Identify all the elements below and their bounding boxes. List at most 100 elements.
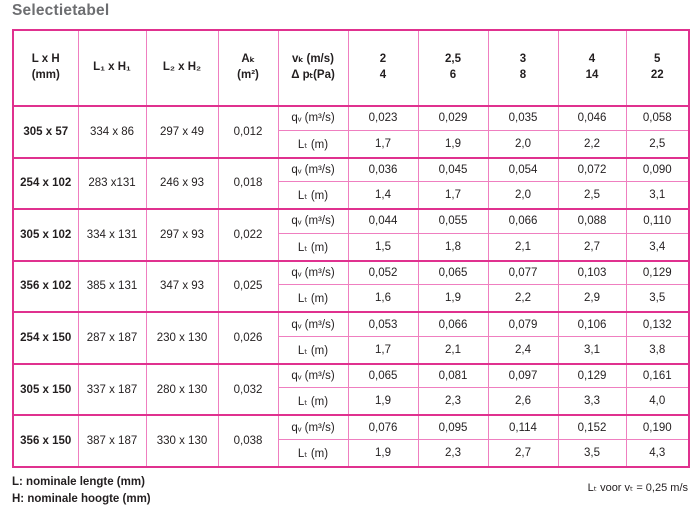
cell-qv-value: 0,065 <box>347 362 419 389</box>
cell-dim1: 287 x 187 <box>77 311 147 365</box>
cell-lt-value: 2,0 <box>487 129 559 159</box>
header-dpt: Δ pₜ(Pa) <box>291 69 335 81</box>
cell-lt-value: 1,7 <box>347 335 419 365</box>
cell-dim2: 280 x 130 <box>145 362 219 416</box>
header-vk-value-2: 2,5 <box>445 53 461 66</box>
header-dim2: L₂ x H₂ <box>145 29 219 107</box>
cell-lt-value: 3,4 <box>625 232 690 262</box>
footnote-height: H: nominale hoogte (mm) <box>12 492 151 505</box>
selection-table: L x H (mm) L₁ x H₁ L₂ x H₂ Aₖ (m²) vₖ (m/s) Δ p… <box>12 29 690 468</box>
cell-row-label-qv: qᵥ (m³/s) <box>277 259 349 286</box>
cell-qv-value: 0,110 <box>625 208 690 234</box>
cell-size: 356 x 102 <box>12 259 79 313</box>
cell-ak: 0,025 <box>217 259 279 313</box>
cell-lt-value: 1,9 <box>347 439 419 468</box>
cell-lt-value: 2,5 <box>557 181 627 210</box>
cell-qv-value: 0,072 <box>557 156 627 183</box>
table-row: Lₜ (m) 1,7 1,9 2,0 2,2 2,5 <box>13 129 690 159</box>
lt-reference-note: Lₜ voor vₜ = 0,25 m/s <box>587 482 688 494</box>
header-data-column-2: 2,5 6 <box>417 29 489 107</box>
cell-qv-value: 0,066 <box>487 208 559 234</box>
cell-qv-value: 0,114 <box>487 414 559 441</box>
cell-lt-value: 2,2 <box>487 284 559 313</box>
footnotes: L: nominale lengte (mm) H: nominale hoog… <box>12 474 151 507</box>
page-title: Selectietabel <box>12 2 110 19</box>
cell-qv-value: 0,129 <box>557 362 627 389</box>
cell-lt-value: 2,0 <box>487 181 559 210</box>
cell-ak: 0,026 <box>217 311 279 365</box>
cell-lt-value: 1,5 <box>347 232 419 262</box>
cell-qv-value: 0,066 <box>417 311 489 337</box>
cell-row-label-qv: qᵥ (m³/s) <box>277 156 349 183</box>
header-vk-value-3: 3 <box>519 53 527 66</box>
cell-dim2: 297 x 49 <box>145 105 219 159</box>
cell-qv-value: 0,079 <box>487 311 559 337</box>
header-vk-value-1: 2 <box>379 53 387 66</box>
cell-ak: 0,022 <box>217 208 279 262</box>
table-row: Lₜ (m) 1,7 2,1 2,4 3,1 3,8 <box>13 335 690 365</box>
cell-lt-value: 2,7 <box>487 439 559 468</box>
cell-qv-value: 0,077 <box>487 259 559 286</box>
cell-lt-value: 2,4 <box>487 335 559 365</box>
cell-row-label-qv: qᵥ (m³/s) <box>277 208 349 234</box>
header-vk-value-4: 4 <box>588 53 596 66</box>
cell-lt-value: 4,0 <box>625 387 690 416</box>
cell-dim1: 283 x131 <box>77 156 147 210</box>
cell-qv-value: 0,161 <box>625 362 690 389</box>
cell-qv-value: 0,152 <box>557 414 627 441</box>
cell-lt-value: 3,3 <box>557 387 627 416</box>
cell-lt-value: 1,7 <box>347 129 419 159</box>
table-row: Lₜ (m) 1,5 1,8 2,1 2,7 3,4 <box>13 232 690 262</box>
cell-size: 305 x 57 <box>12 105 79 159</box>
cell-qv-value: 0,090 <box>625 156 690 183</box>
header-dpt-value-2: 6 <box>449 69 457 81</box>
cell-dim1: 387 x 187 <box>77 414 147 468</box>
cell-lt-value: 4,3 <box>625 439 690 468</box>
header-ak-line1: Aₖ <box>241 53 255 66</box>
header-ak: Aₖ (m²) <box>217 29 279 107</box>
table-row: 254 x 150 287 x 187 230 x 130 0,026 qᵥ (m³/s… <box>12 311 690 365</box>
cell-qv-value: 0,076 <box>347 414 419 441</box>
header-dpt-value-4: 14 <box>585 69 599 81</box>
cell-qv-value: 0,129 <box>625 259 690 286</box>
cell-qv-value: 0,023 <box>347 104 419 131</box>
header-data-column-4: 4 14 <box>557 29 627 107</box>
table-row: Lₜ (m) 1,9 2,3 2,7 3,5 4,3 <box>13 439 690 468</box>
cell-size: 254 x 102 <box>12 156 79 210</box>
cell-dim1: 334 x 86 <box>77 105 147 159</box>
cell-row-label-qv: qᵥ (m³/s) <box>277 362 349 389</box>
cell-qv-value: 0,190 <box>625 414 690 441</box>
cell-lt-value: 2,6 <box>487 387 559 416</box>
cell-dim2: 230 x 130 <box>145 311 219 365</box>
cell-lt-value: 2,1 <box>417 335 489 365</box>
cell-lt-value: 3,1 <box>557 335 627 365</box>
selection-table-container: L x H (mm) L₁ x H₁ L₂ x H₂ Aₖ (m²) vₖ (m/s) Δ p… <box>12 29 690 468</box>
cell-lt-value: 3,8 <box>625 335 690 365</box>
cell-qv-value: 0,029 <box>417 104 489 131</box>
cell-qv-value: 0,095 <box>417 414 489 441</box>
cell-lt-value: 2,7 <box>557 232 627 262</box>
table-row: 305 x 57 334 x 86 297 x 49 0,012 qᵥ (m³/s) 0,… <box>12 104 690 159</box>
table-row: Lₜ (m) 1,4 1,7 2,0 2,5 3,1 <box>13 181 690 210</box>
cell-size: 305 x 150 <box>12 362 79 416</box>
cell-qv-value: 0,088 <box>557 208 627 234</box>
cell-ak: 0,018 <box>217 156 279 210</box>
cell-dim2: 297 x 93 <box>145 208 219 262</box>
cell-dim1: 334 x 131 <box>77 208 147 262</box>
header-vk-value-5: 5 <box>654 53 661 66</box>
cell-row-label-qv: qᵥ (m³/s) <box>277 104 349 131</box>
cell-row-label-qv: qᵥ (m³/s) <box>277 311 349 337</box>
cell-qv-value: 0,052 <box>347 259 419 286</box>
cell-row-label-lt: Lₜ (m) <box>277 335 349 365</box>
cell-qv-value: 0,044 <box>347 208 419 234</box>
cell-dim2: 246 x 93 <box>145 156 219 210</box>
header-size-line2: (mm) <box>31 69 60 81</box>
table-row: Lₜ (m) 1,6 1,9 2,2 2,9 3,5 <box>13 284 690 313</box>
cell-qv-value: 0,054 <box>487 156 559 183</box>
cell-qv-value: 0,065 <box>417 259 489 286</box>
cell-lt-value: 2,9 <box>557 284 627 313</box>
cell-qv-value: 0,035 <box>487 104 559 131</box>
table-row: 356 x 150 387 x 187 330 x 130 0,038 qᵥ (m³/s… <box>12 414 690 468</box>
header-size: L x H (mm) <box>12 29 79 107</box>
